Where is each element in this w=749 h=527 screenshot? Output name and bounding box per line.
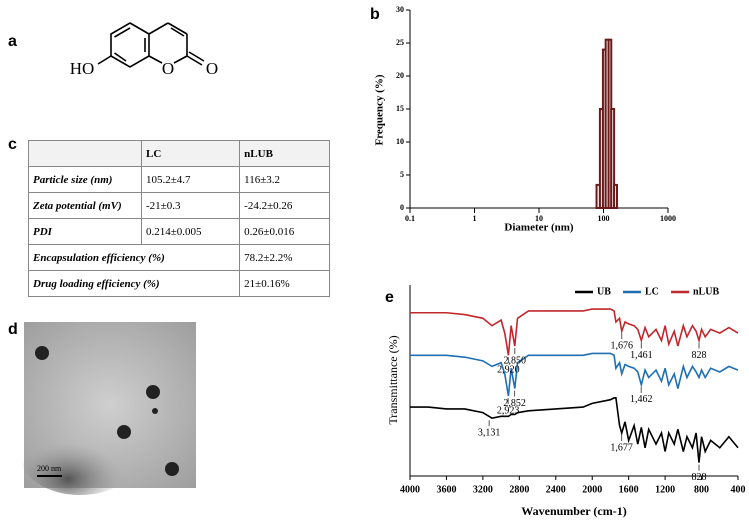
x-tick-label: 1 [473, 214, 477, 223]
bar [610, 108, 616, 209]
x-tick-label: 0.1 [405, 214, 415, 223]
bar [613, 183, 619, 209]
y-tick-label: 30 [396, 5, 404, 14]
x-tick-label: 2400 [546, 484, 566, 495]
particles [35, 346, 179, 476]
table-cell: 21±0.16% [239, 270, 330, 297]
table-cell: -21±0.3 [140, 192, 241, 219]
x-tick-label: 2000 [582, 484, 602, 495]
peak-label: 2,920 [497, 365, 520, 376]
x-tick-label: 100 [598, 214, 610, 223]
x-tick-label: 1600 [619, 484, 639, 495]
panel-label: a [8, 33, 17, 50]
y-axis-label: Frequency (%) [374, 74, 386, 145]
panel-label: c [8, 136, 17, 153]
spectrum [410, 397, 739, 463]
peak-label: 2,850 [504, 355, 527, 366]
table-row: Particle size (nm) 105.2±4.7 116±3.2 [28, 166, 330, 193]
table-cell: 105.2±4.7 [140, 166, 241, 193]
molecule-bonds [97, 22, 205, 68]
header-cell: LC [140, 140, 241, 167]
atom-label: HO [70, 59, 95, 78]
table-row: Drug loading efficiency (%) 21±0.16% [27, 270, 330, 297]
x-tick-label: 1000 [660, 214, 676, 223]
y-tick-label: 10 [396, 137, 404, 146]
y-tick-label: 20 [396, 71, 404, 80]
legend-label: nLUB [693, 286, 719, 297]
peak-label: 2,923 [497, 405, 520, 416]
y-tick-label: 0 [400, 203, 404, 212]
x-tick-label: 800 [694, 484, 709, 495]
peak-label: 1,676 [610, 341, 633, 352]
y-tick-label: 15 [396, 104, 404, 113]
table-cell: Particle size (nm) [28, 166, 142, 193]
y-tick-label: 5 [400, 170, 404, 179]
peak-label: 1,461 [630, 350, 653, 361]
scale-label: 200 nm [37, 464, 62, 473]
x-tick-label: 3600 [436, 484, 456, 495]
x-axis-label: Wavenumber (cm-1) [521, 504, 626, 518]
panel-label: e [385, 289, 394, 306]
table-row: PDI 0.214±0.005 0.26±0.016 [28, 218, 330, 245]
table-cell: -24.2±0.26 [239, 192, 330, 219]
spectrum [410, 352, 739, 397]
table-cell: 0.214±0.005 [140, 218, 241, 245]
x-tick-label: 2800 [509, 484, 529, 495]
panel-label: b [370, 6, 380, 23]
data-table: LC nLUB Particle size (nm) 105.2±4.7 116±3.2… [27, 140, 330, 297]
peak-label: 3,131 [478, 427, 501, 438]
spectrum [410, 308, 739, 356]
peak-label: 828 [692, 472, 707, 483]
header-row: LC nLUB [28, 140, 330, 167]
legend-label: LC [645, 286, 659, 297]
y-tick-label: 25 [396, 38, 404, 47]
x-tick-label: 10 [535, 214, 543, 223]
table-cell: PDI [28, 218, 142, 245]
peak-label: 828 [692, 350, 707, 361]
header-cell: nLUB [239, 140, 330, 167]
panel-label: d [8, 321, 18, 338]
x-tick-label: 3200 [473, 484, 493, 495]
table-row: Encapsulation efficiency (%) 78.2±2.2% [27, 244, 330, 271]
table-cell: Zeta potential (mV) [28, 192, 142, 219]
table-row: Zeta potential (mV) -21±0.3 -24.2±0.26 [28, 192, 330, 219]
table-cell: 78.2±2.2% [239, 244, 330, 271]
x-tick-label: 400 [731, 484, 746, 495]
table-cell: 116±3.2 [239, 166, 330, 193]
peak-label: 2,852 [503, 398, 526, 409]
y-axis-label: Transmittance (%) [386, 335, 400, 424]
header-cell [28, 140, 142, 167]
atom-label: O [206, 59, 218, 78]
atom-label: O [162, 59, 174, 78]
peak-label: 1,462 [630, 394, 653, 405]
x-tick-label: 4000 [400, 484, 420, 495]
legend-label: UB [597, 286, 611, 297]
table-cell: Encapsulation efficiency (%) [27, 244, 241, 271]
x-tick-label: 1200 [655, 484, 675, 495]
table-cell: Drug loading efficiency (%) [27, 270, 241, 297]
table-cell: 0.26±0.016 [239, 218, 330, 245]
x-axis-label: Diameter (nm) [504, 222, 573, 234]
peak-label: 1,677 [610, 442, 633, 453]
